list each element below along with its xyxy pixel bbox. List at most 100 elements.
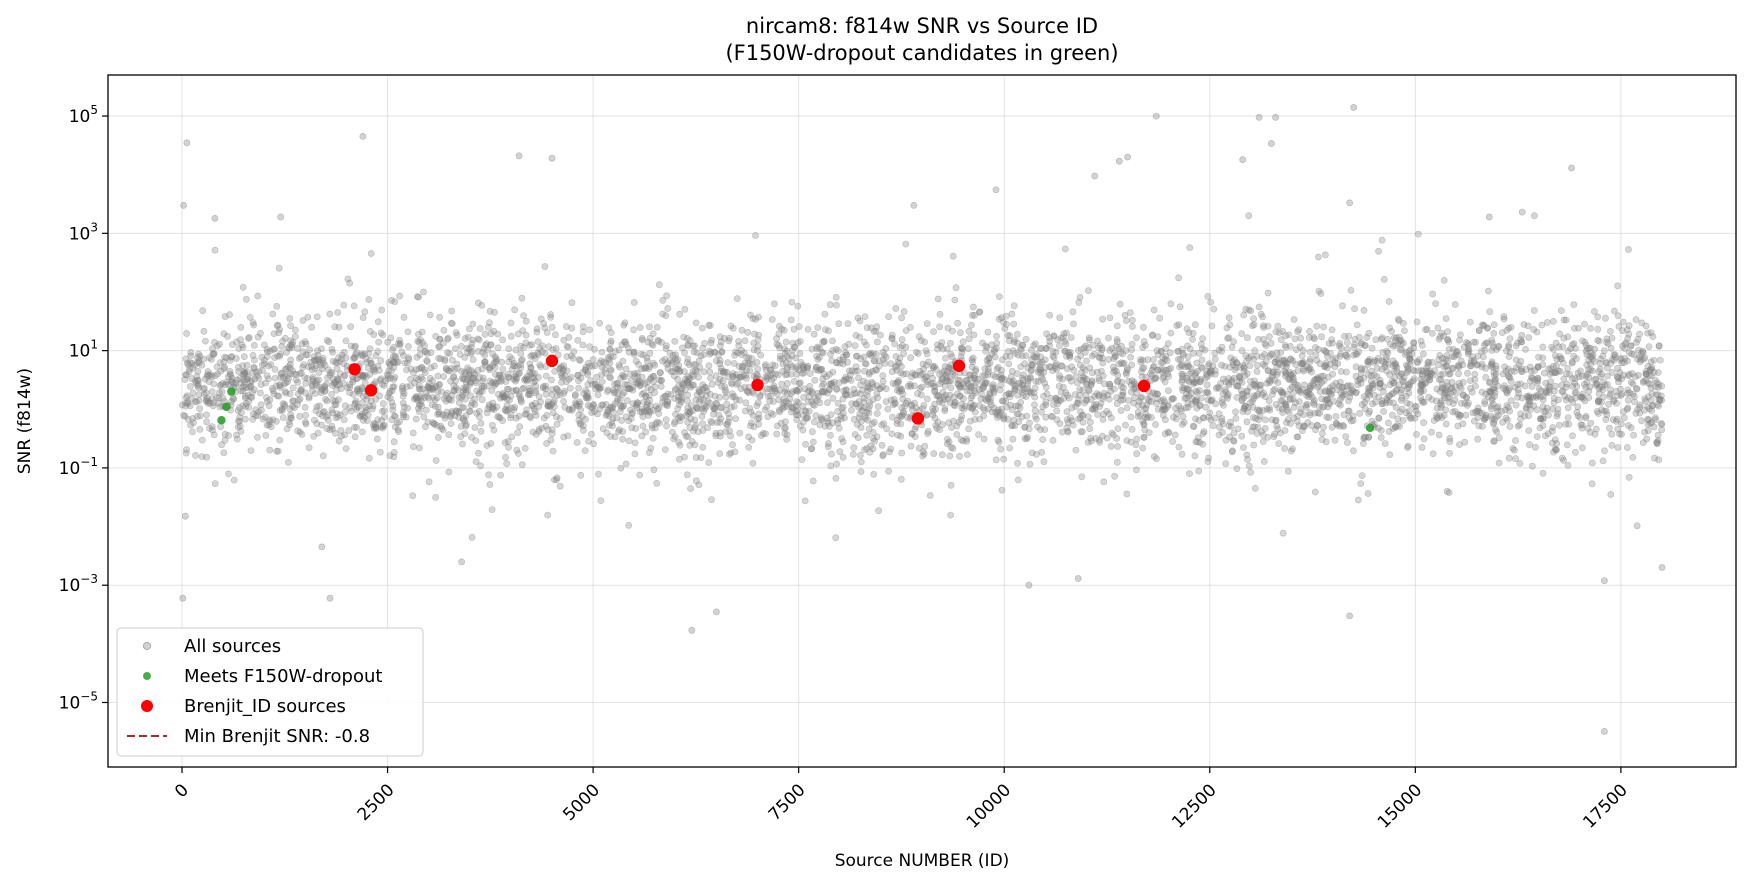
data-point-all-sources	[850, 415, 858, 423]
data-point-all-sources	[796, 379, 804, 387]
data-point-all-sources	[561, 387, 568, 395]
data-point-all-sources	[1286, 395, 1294, 402]
data-point-all-sources	[923, 350, 931, 358]
data-point-all-sources	[942, 354, 949, 362]
data-point-all-sources	[425, 379, 433, 387]
data-point-all-sources	[1110, 431, 1117, 439]
data-point-all-sources	[1328, 336, 1336, 343]
data-point-all-sources	[681, 368, 688, 375]
data-point-all-sources	[434, 410, 441, 418]
data-point-all-sources	[1553, 355, 1561, 363]
data-point-all-sources	[294, 427, 302, 435]
data-point-all-sources	[1269, 350, 1276, 358]
data-point-all-sources	[861, 367, 868, 375]
data-point-all-sources	[1558, 454, 1566, 462]
data-point-all-sources	[729, 441, 736, 449]
data-point-all-sources	[1364, 490, 1372, 497]
data-point-all-sources	[488, 405, 496, 413]
data-point-all-sources	[1144, 395, 1152, 403]
data-point-all-sources	[1022, 335, 1030, 343]
data-point-all-sources	[1378, 400, 1386, 408]
data-point-all-sources	[931, 414, 939, 422]
data-point-all-sources	[1122, 369, 1130, 376]
data-point-all-sources	[340, 372, 348, 380]
data-point-all-sources	[1220, 401, 1227, 409]
data-point-all-sources	[980, 435, 988, 443]
data-point-all-sources	[274, 321, 282, 329]
data-point-all-sources	[453, 407, 460, 414]
data-point-all-sources	[655, 281, 663, 289]
data-point-all-sources	[892, 352, 900, 360]
data-point-all-sources	[680, 333, 688, 341]
data-point-all-sources	[1400, 339, 1407, 347]
data-point-all-sources	[1488, 415, 1496, 423]
data-point-all-sources	[1345, 397, 1352, 405]
data-point-all-sources	[1229, 361, 1237, 369]
data-point-all-sources	[1139, 343, 1147, 351]
data-point-all-sources	[379, 331, 387, 339]
data-point-all-sources	[1344, 339, 1351, 346]
data-point-all-sources	[1548, 427, 1556, 435]
data-point-all-sources	[1629, 453, 1637, 461]
data-point-all-sources	[972, 367, 979, 375]
data-point-all-sources	[1360, 374, 1368, 382]
data-point-all-sources	[1209, 422, 1217, 430]
data-point-all-sources	[1018, 386, 1026, 394]
data-point-all-sources	[947, 350, 955, 358]
data-point-all-sources	[1636, 353, 1643, 361]
data-point-all-sources	[989, 383, 996, 391]
data-point-all-sources	[1122, 421, 1129, 429]
data-point-all-sources	[1419, 399, 1427, 406]
data-point-all-sources	[199, 307, 207, 315]
data-point-all-sources	[1481, 341, 1488, 349]
data-point-all-sources	[485, 471, 492, 479]
data-point-all-sources	[965, 403, 973, 411]
data-point-all-sources	[1031, 401, 1038, 409]
data-point-all-sources	[584, 381, 592, 389]
data-point-all-sources	[1218, 343, 1226, 351]
data-point-all-sources	[1459, 420, 1467, 428]
data-point-all-sources	[1199, 440, 1207, 448]
data-point-all-sources	[565, 406, 573, 414]
data-point-all-sources	[1173, 322, 1181, 329]
data-point-all-sources	[857, 458, 865, 466]
data-point-all-sources	[527, 352, 535, 360]
data-point-all-sources	[694, 405, 702, 413]
data-point-all-sources	[1646, 380, 1654, 388]
data-point-all-sources	[1361, 405, 1369, 413]
data-point-all-sources	[1085, 287, 1092, 295]
data-point-all-sources	[1645, 343, 1653, 350]
data-point-all-sources	[990, 387, 997, 395]
data-point-all-sources	[1456, 336, 1463, 344]
data-point-all-sources	[542, 372, 550, 380]
data-point-all-sources	[548, 386, 556, 393]
data-point-all-sources	[1399, 416, 1407, 424]
data-point-all-sources	[1183, 374, 1191, 382]
data-point-all-sources	[1444, 336, 1452, 343]
data-point-all-sources	[998, 486, 1006, 494]
data-point-all-sources	[1363, 334, 1371, 341]
data-point-all-sources	[245, 334, 253, 341]
data-point-all-sources	[1243, 418, 1251, 426]
data-point-all-sources	[532, 411, 540, 419]
data-point-all-sources	[692, 319, 700, 327]
data-point-all-sources	[1316, 376, 1323, 384]
data-point-all-sources	[492, 358, 500, 366]
data-point-all-sources	[1633, 384, 1640, 392]
data-point-all-sources	[1485, 287, 1492, 295]
data-point-all-sources	[1191, 321, 1199, 329]
data-point-all-sources	[1128, 425, 1136, 433]
data-point-all-sources	[637, 350, 645, 358]
data-point-all-sources	[541, 263, 549, 270]
data-point-all-sources	[916, 385, 924, 392]
data-point-all-sources	[1437, 399, 1444, 407]
data-point-all-sources	[1464, 369, 1471, 377]
data-point-all-sources	[1233, 393, 1241, 401]
data-point-all-sources	[1475, 327, 1483, 334]
data-point-all-sources	[1189, 422, 1197, 430]
data-point-all-sources	[607, 337, 615, 345]
data-point-all-sources	[1161, 355, 1169, 363]
data-point-all-sources	[1555, 343, 1563, 351]
data-point-all-sources	[833, 460, 841, 468]
data-point-all-sources	[544, 426, 552, 433]
